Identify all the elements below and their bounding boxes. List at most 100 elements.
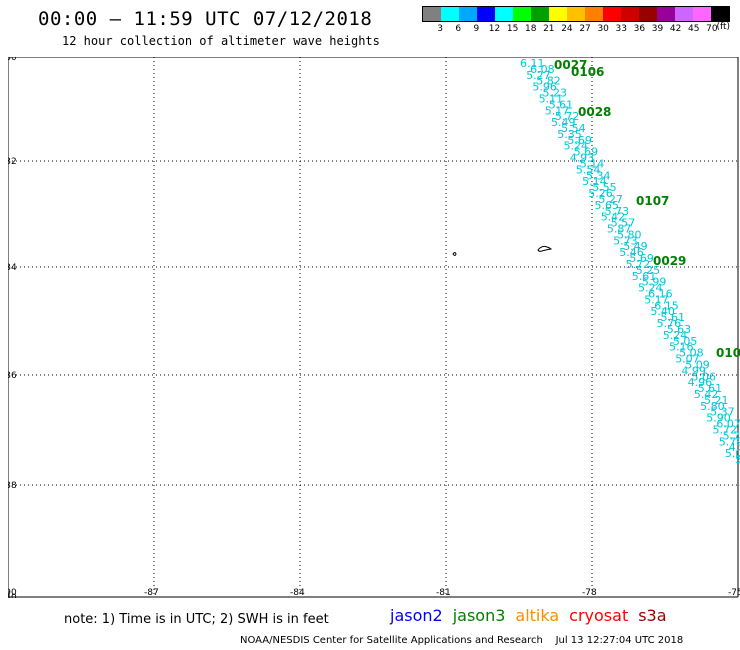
legend-swatch [513, 7, 531, 21]
wave-height-value: 5.73 [613, 234, 638, 247]
wave-height-value: 4.99 [729, 441, 740, 454]
wave-height-value: 5.42 [694, 388, 719, 401]
wave-height-value: 5.80 [617, 228, 642, 241]
legend-swatch [531, 7, 549, 21]
longitude-tick-label: -87 [144, 588, 159, 598]
latitude-tick-label: -30 [8, 57, 17, 63]
pass-time-label: 0028 [578, 105, 611, 119]
legend-swatch [675, 7, 693, 21]
wave-height-value: 5.73 [605, 205, 630, 218]
wave-height-value: 5.16 [669, 341, 694, 354]
wave-height-value: 5.35 [557, 128, 582, 141]
legend-value: 36 [633, 24, 646, 34]
wave-height-value: 5.55 [592, 181, 617, 194]
wave-height-value: 5.96 [532, 81, 557, 94]
wave-height-value: 5.54 [561, 122, 586, 135]
wave-height-value: 5.06 [692, 370, 717, 383]
latitude-tick-label: -38 [8, 481, 17, 491]
wave-height-value: 6.08 [530, 63, 555, 76]
legend-value: 39 [651, 24, 664, 34]
wave-height-value: 5.61 [661, 311, 686, 324]
wave-height-value: 5.90 [706, 412, 731, 425]
wave-height-value: 6.16 [648, 288, 673, 301]
pass-time-label: 0107 [636, 194, 669, 208]
wave-height-value: 5.37 [710, 406, 735, 419]
satellite-name-s3a: s3a [638, 606, 667, 625]
wave-height-value: 5.49 [623, 240, 648, 253]
wave-height-value: 5.49 [551, 116, 576, 129]
wave-height-value: 5.79 [719, 435, 740, 448]
wave-height-value: 5.66 [735, 453, 740, 466]
legend-swatch [603, 7, 621, 21]
legend-value: 27 [579, 24, 591, 34]
legend-value: 30 [597, 24, 609, 34]
longitude-tick-label: -84 [290, 588, 305, 598]
legend-swatch [621, 7, 639, 21]
wave-height-value: 5.17 [644, 293, 669, 306]
wave-height-value: 5.79 [723, 429, 740, 442]
legend-value: 12 [488, 24, 501, 34]
island-outlines [452, 245, 553, 256]
wave-height-value: 5.80 [700, 400, 725, 413]
wave-height-value: 5.57 [611, 217, 636, 230]
legend-swatch [423, 7, 441, 21]
footer-credit: NOAA/NESDIS Center for Satellite Applica… [240, 635, 684, 646]
wave-height-value: 5.11 [539, 93, 564, 106]
legend-swatch [711, 7, 729, 21]
wave-height-value: 5.17 [545, 104, 570, 117]
longitude-tick-label: -90 [8, 588, 17, 598]
wave-height-value: 5.07 [675, 353, 700, 366]
wave-height-value: 4.99 [681, 364, 706, 377]
wave-height-value: 5.24 [564, 140, 589, 153]
legend-swatch [441, 7, 459, 21]
wave-height-value: 5.03 [725, 447, 740, 460]
wave-height-value: 4.96 [688, 376, 713, 389]
legend-value: 6 [455, 24, 462, 34]
legend-value: 15 [506, 24, 519, 34]
wave-height-value: 5.14 [580, 158, 605, 171]
legend-value: 21 [543, 24, 555, 34]
wave-height-value: 5.61 [549, 98, 574, 111]
wave-height-value: 5.08 [679, 347, 704, 360]
axis-ticks: -90 -87 -84 -81 -78 -75 -30 -32 -34 -36 -38 -40 [8, 57, 740, 598]
wave-height-value: 5.27 [526, 69, 551, 82]
longitude-tick-label: -75 [728, 588, 740, 598]
wave-height-value: 5.24 [663, 329, 688, 342]
wave-height-value: 5.99 [642, 276, 667, 289]
legend-value: 42 [669, 24, 682, 34]
wave-height-value: 4.93 [570, 152, 595, 165]
satellite-name-altika: altika [515, 606, 560, 625]
latitude-tick-label: -40 [8, 593, 17, 598]
footer-note: note: 1) Time is in UTC; 2) SWH is in fe… [64, 612, 329, 627]
wave-height-value: 5.24 [638, 282, 663, 295]
wave-height-value: 5.72 [713, 423, 738, 436]
map-grid [8, 57, 739, 598]
legend-swatch [639, 7, 657, 21]
wave-height-value: 5.61 [632, 270, 657, 283]
legend-swatch [693, 7, 711, 21]
island-outline [537, 245, 553, 252]
satellite-legend: jason2 jason3 altika cryosat s3a [390, 606, 677, 625]
legend-unit: (ft) [716, 22, 730, 32]
legend-value: 33 [615, 24, 628, 34]
legend-swatch [585, 7, 603, 21]
legend-swatch [567, 7, 585, 21]
wave-height-value: 5.42 [601, 211, 626, 224]
legend-swatch [495, 7, 513, 21]
pass-time-label: 0106 [571, 65, 604, 79]
wave-height-value: 5.46 [619, 246, 644, 259]
legend-value: 3 [437, 24, 443, 34]
legend-value: 24 [561, 24, 573, 34]
wave-height-value: 5.27 [598, 193, 623, 206]
map-subtitle: 12 hour collection of altimeter wave hei… [62, 34, 380, 48]
satellite-name-jason3: jason3 [452, 606, 506, 625]
satellite-name-jason2: jason2 [390, 606, 443, 625]
island-outline [452, 252, 457, 256]
legend-value: 9 [473, 24, 480, 34]
wave-height-value: 5.72 [555, 110, 580, 123]
wave-height-value: 5.87 [607, 223, 632, 236]
wave-height-value: 5.72 [626, 258, 651, 271]
legend-swatch [459, 7, 477, 21]
wave-height-value: 5.26 [588, 187, 613, 200]
wave-height-value: 6.15 [654, 299, 679, 312]
